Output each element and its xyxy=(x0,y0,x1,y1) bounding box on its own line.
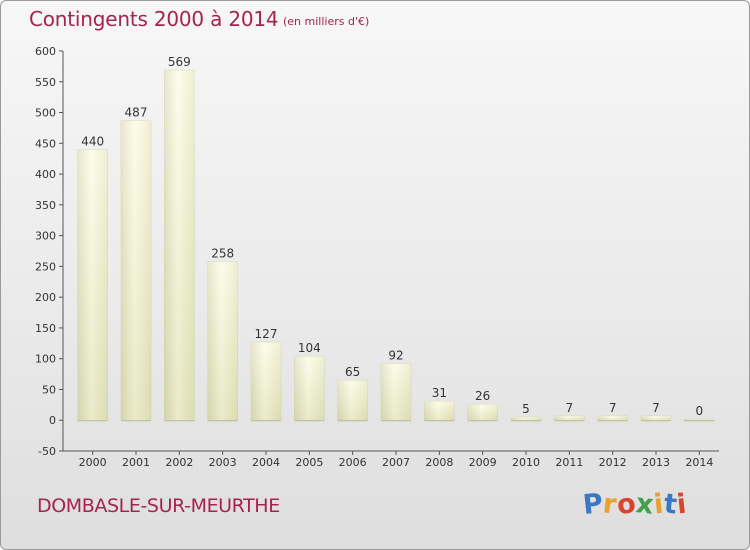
y-tick-label: 200 xyxy=(35,291,56,304)
x-tick-label: 2002 xyxy=(165,456,193,469)
x-tick-label: 2005 xyxy=(295,456,323,469)
commune-name: DOMBASLE-SUR-MEURTHE xyxy=(37,495,280,517)
bar-shade-2001 xyxy=(121,120,151,421)
value-label: 26 xyxy=(475,389,490,403)
y-tick-label: -50 xyxy=(38,445,56,458)
bar-shade-2010 xyxy=(511,417,541,421)
value-label: 487 xyxy=(125,106,148,120)
y-tick-label: 500 xyxy=(35,107,56,120)
y-tick-label: 250 xyxy=(35,260,56,273)
value-label: 65 xyxy=(345,365,360,379)
bar-shade-2004 xyxy=(251,342,281,421)
y-tick-label: 550 xyxy=(35,76,56,89)
y-tick-label: 400 xyxy=(35,168,56,181)
value-label: 440 xyxy=(81,134,104,148)
bar-shade-2008 xyxy=(424,401,455,421)
value-label: 5 xyxy=(522,402,530,416)
value-label: 31 xyxy=(432,386,447,400)
bar-shade-2013 xyxy=(641,415,671,421)
chart-subtitle: (en milliers d'€) xyxy=(283,15,370,28)
value-label: 258 xyxy=(211,246,234,260)
proxiti-logo: Proxiti xyxy=(581,488,689,521)
bar-shade-2006 xyxy=(337,380,368,421)
y-tick-label: 100 xyxy=(35,353,56,366)
x-tick-label: 2009 xyxy=(469,456,497,469)
y-tick-label: 350 xyxy=(35,199,56,212)
value-label: 7 xyxy=(652,401,660,415)
x-tick-label: 2010 xyxy=(512,456,540,469)
x-tick-label: 2011 xyxy=(555,456,583,469)
y-tick-label: 450 xyxy=(35,137,56,150)
value-label: 0 xyxy=(696,404,704,418)
bar-shade-2011 xyxy=(554,415,585,421)
bar-shade-2005 xyxy=(294,356,325,421)
chart-title: Contingents 2000 à 2014 xyxy=(29,7,279,31)
x-tick-label: 2004 xyxy=(252,456,280,469)
y-tick-label: 50 xyxy=(42,383,56,396)
y-tick-label: 600 xyxy=(35,45,56,58)
y-tick-label: 150 xyxy=(35,322,56,335)
bar-shade-2000 xyxy=(77,149,108,421)
value-label: 104 xyxy=(298,341,321,355)
x-tick-label: 2003 xyxy=(209,456,237,469)
value-label: 127 xyxy=(255,327,278,341)
value-label: 7 xyxy=(609,401,617,415)
logo-letter: i xyxy=(675,488,689,521)
y-tick-label: 300 xyxy=(35,230,56,243)
x-tick-label: 2013 xyxy=(642,456,670,469)
bar-shade-2009 xyxy=(467,404,498,421)
x-tick-label: 2006 xyxy=(339,456,367,469)
x-tick-label: 2001 xyxy=(122,456,150,469)
y-tick-label: 0 xyxy=(49,414,56,427)
bar-shade-2002 xyxy=(164,70,195,421)
x-tick-label: 2012 xyxy=(599,456,627,469)
x-tick-label: 2014 xyxy=(685,456,713,469)
bar-shade-2014 xyxy=(684,419,715,421)
x-tick-label: 2007 xyxy=(382,456,410,469)
value-label: 569 xyxy=(168,55,191,69)
value-label: 7 xyxy=(566,401,574,415)
x-tick-label: 2008 xyxy=(425,456,453,469)
bar-shade-2007 xyxy=(381,363,411,421)
value-label: 92 xyxy=(388,349,403,363)
bar-shade-2003 xyxy=(207,261,238,421)
x-tick-label: 2000 xyxy=(79,456,107,469)
bar-shade-2012 xyxy=(597,415,628,421)
